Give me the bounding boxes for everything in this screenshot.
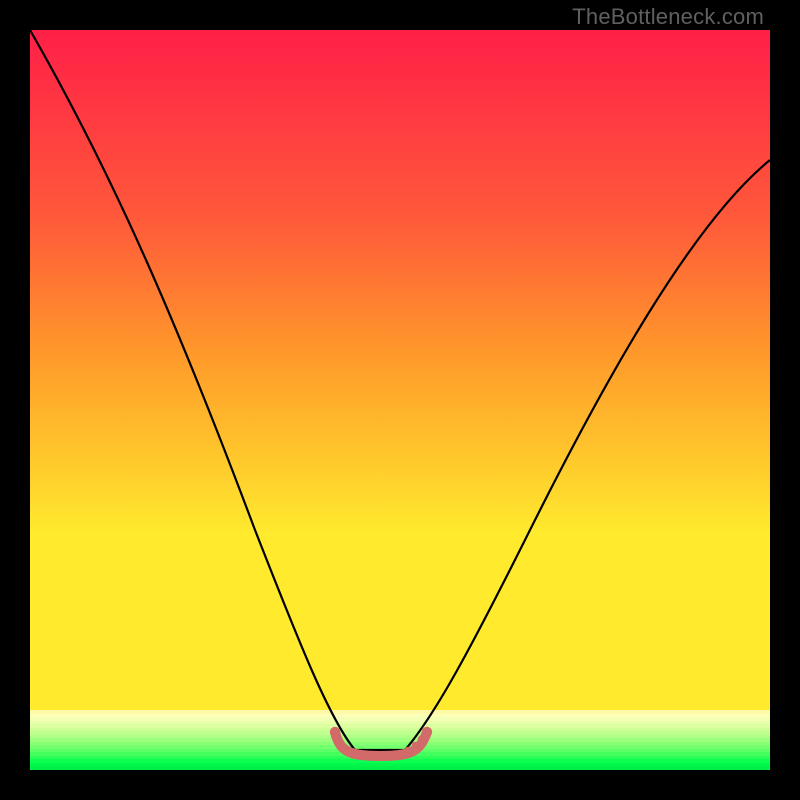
chart-frame: TheBottleneck.com	[0, 0, 800, 800]
trough-dot	[330, 727, 340, 737]
trough-dot	[397, 750, 403, 756]
trough-dot	[405, 747, 411, 753]
plot-area	[30, 30, 770, 770]
trough-dot	[422, 727, 432, 737]
trough-dot	[418, 736, 424, 742]
main-curve	[30, 30, 770, 750]
watermark-text: TheBottleneck.com	[572, 4, 764, 30]
trough-dot	[412, 742, 418, 748]
chart-svg	[30, 30, 770, 770]
